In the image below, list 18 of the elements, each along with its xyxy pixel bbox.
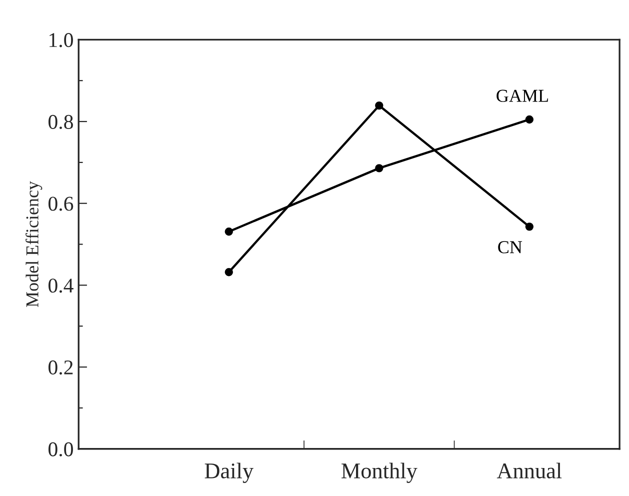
point: [224, 227, 233, 236]
y-tick-label: 0.6: [48, 196, 74, 211]
x-tick-label: Annual: [496, 462, 562, 478]
y-tick-label: 0.4: [48, 278, 74, 293]
point: [525, 115, 534, 124]
point: [525, 222, 534, 231]
y-tick-label: 0.0: [48, 442, 73, 456]
point: [375, 101, 384, 110]
point: [224, 268, 233, 276]
x-tick-label: Monthly: [342, 462, 418, 483]
series-label: CN: [498, 241, 522, 254]
point: [375, 164, 384, 172]
x-tick-label: Daily: [204, 462, 254, 483]
y-axis-title: Model Efficiency: [26, 181, 42, 308]
y-tick-label: 1.0: [50, 33, 73, 48]
y-tick-label: 0.2: [48, 360, 73, 375]
y-tick-label: 0.8: [48, 114, 73, 130]
series-label: GAML: [496, 90, 548, 102]
